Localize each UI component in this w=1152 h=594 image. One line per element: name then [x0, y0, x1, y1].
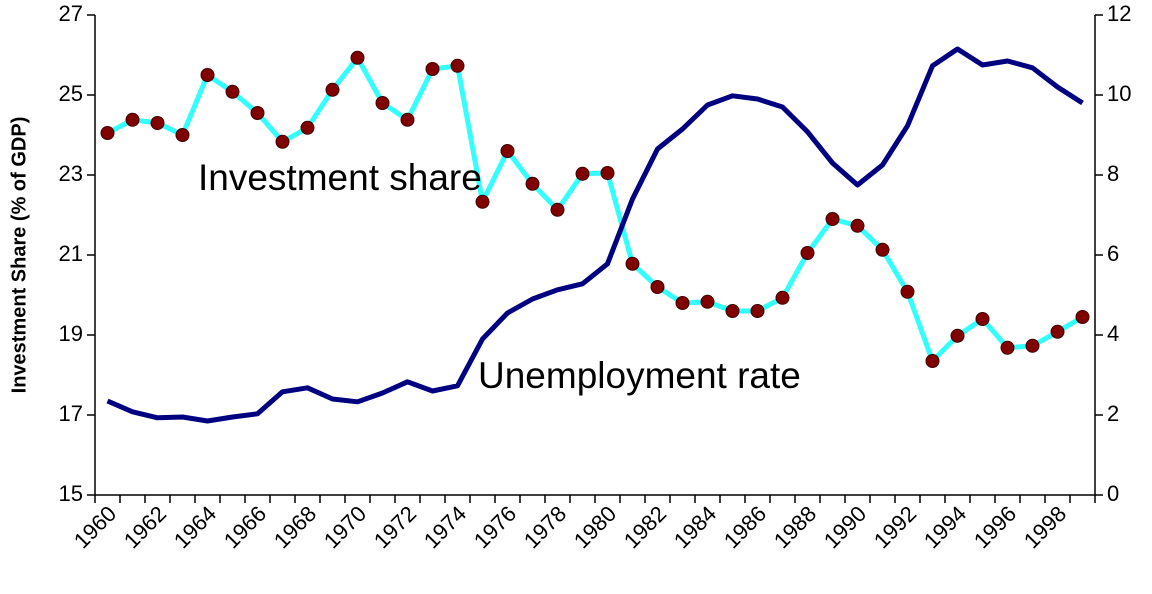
x-tick-label: 1972	[369, 501, 421, 553]
y-axis-title: Investment Share (% of GDP)	[8, 117, 30, 394]
marker	[675, 296, 690, 310]
y-tick-label: 23	[59, 161, 83, 186]
marker	[950, 328, 965, 343]
x-tick-label: 1980	[569, 501, 621, 553]
marker	[325, 82, 340, 97]
marker	[875, 242, 890, 257]
marker	[650, 280, 665, 294]
y2-tick-label: 8	[1107, 161, 1119, 186]
x-tick-label: 1982	[619, 501, 671, 553]
marker	[825, 212, 840, 226]
marker	[550, 202, 565, 217]
marker	[625, 256, 640, 271]
y2-tick-label: 6	[1107, 241, 1119, 266]
x-tick-label: 1988	[769, 501, 821, 553]
x-tick-label: 1990	[819, 501, 871, 553]
x-tick-label: 1998	[1019, 501, 1071, 553]
x-tick-label: 1992	[869, 501, 921, 553]
marker	[975, 312, 990, 326]
x-tick-label: 1976	[469, 501, 521, 553]
marker	[1025, 338, 1040, 353]
series-annotation: Investment share	[198, 157, 482, 198]
x-tick-label: 1970	[319, 501, 371, 553]
marker	[300, 120, 315, 135]
marker	[600, 166, 615, 180]
x-tick-label: 1960	[69, 501, 121, 553]
marker	[425, 62, 440, 76]
marker	[125, 112, 140, 127]
marker	[350, 50, 365, 65]
marker	[900, 284, 915, 299]
x-tick-label: 1966	[219, 501, 271, 553]
y-tick-label: 17	[59, 401, 83, 426]
marker	[750, 304, 765, 318]
x-tick-label: 1968	[269, 501, 321, 553]
marker	[925, 354, 940, 368]
marker	[1000, 340, 1015, 355]
marker	[500, 144, 515, 158]
y2-tick-label: 0	[1107, 481, 1119, 506]
marker	[375, 96, 390, 110]
marker	[175, 128, 190, 142]
y-tick-label: 21	[59, 241, 83, 266]
x-tick-label: 1986	[719, 501, 771, 553]
x-tick-label: 1996	[969, 501, 1021, 553]
y2-tick-label: 10	[1107, 81, 1131, 106]
y-tick-label: 19	[59, 321, 83, 346]
y-tick-label: 27	[59, 1, 83, 26]
marker	[1075, 310, 1090, 324]
marker	[775, 290, 790, 305]
marker	[250, 106, 265, 120]
marker	[150, 116, 165, 130]
y-tick-label: 15	[59, 481, 83, 506]
marker	[700, 294, 715, 309]
series-annotation: Unemployment rate	[478, 355, 801, 396]
x-tick-label: 1994	[919, 501, 971, 553]
y-tick-label: 25	[59, 81, 83, 106]
marker	[100, 126, 115, 140]
series-line	[106, 55, 1084, 364]
y2-tick-label: 4	[1107, 321, 1119, 346]
marker	[800, 246, 815, 260]
marker	[575, 166, 590, 181]
x-tick-label: 1978	[519, 501, 571, 553]
marker	[450, 58, 465, 73]
x-tick-label: 1962	[119, 501, 171, 553]
marker	[225, 84, 240, 99]
marker	[275, 134, 290, 149]
y2-tick-label: 2	[1107, 401, 1119, 426]
marker	[525, 176, 540, 191]
x-tick-label: 1984	[669, 501, 721, 553]
marker	[725, 304, 740, 318]
marker	[850, 218, 865, 233]
marker	[475, 194, 490, 209]
marker	[400, 112, 415, 127]
marker	[200, 68, 215, 82]
x-tick-label: 1974	[419, 501, 471, 553]
series-line	[106, 46, 1084, 424]
marker	[1050, 324, 1065, 339]
x-tick-label: 1964	[169, 501, 221, 553]
y2-tick-label: 12	[1107, 1, 1131, 26]
